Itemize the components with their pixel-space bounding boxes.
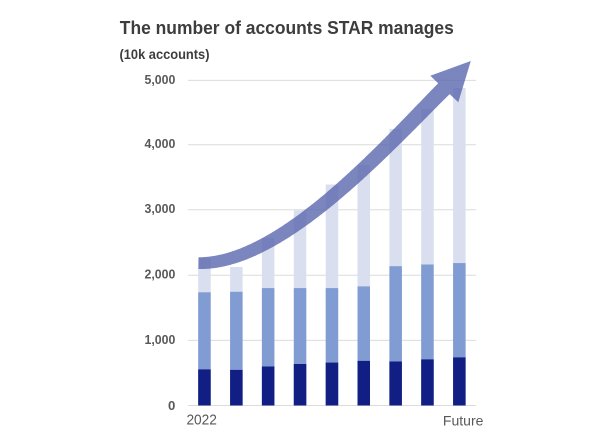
svg-text:3,000: 3,000 <box>145 201 176 216</box>
svg-text:(10k accounts): (10k accounts) <box>120 47 210 62</box>
svg-text:1,000: 1,000 <box>145 332 176 347</box>
svg-text:The number of accounts STAR ma: The number of accounts STAR manages <box>120 18 454 38</box>
svg-text:0: 0 <box>168 398 175 413</box>
svg-text:Future: Future <box>443 412 484 428</box>
svg-text:2,000: 2,000 <box>145 267 176 282</box>
svg-text:2022: 2022 <box>186 412 217 428</box>
svg-text:4,000: 4,000 <box>145 136 176 151</box>
svg-text:5,000: 5,000 <box>145 72 176 87</box>
